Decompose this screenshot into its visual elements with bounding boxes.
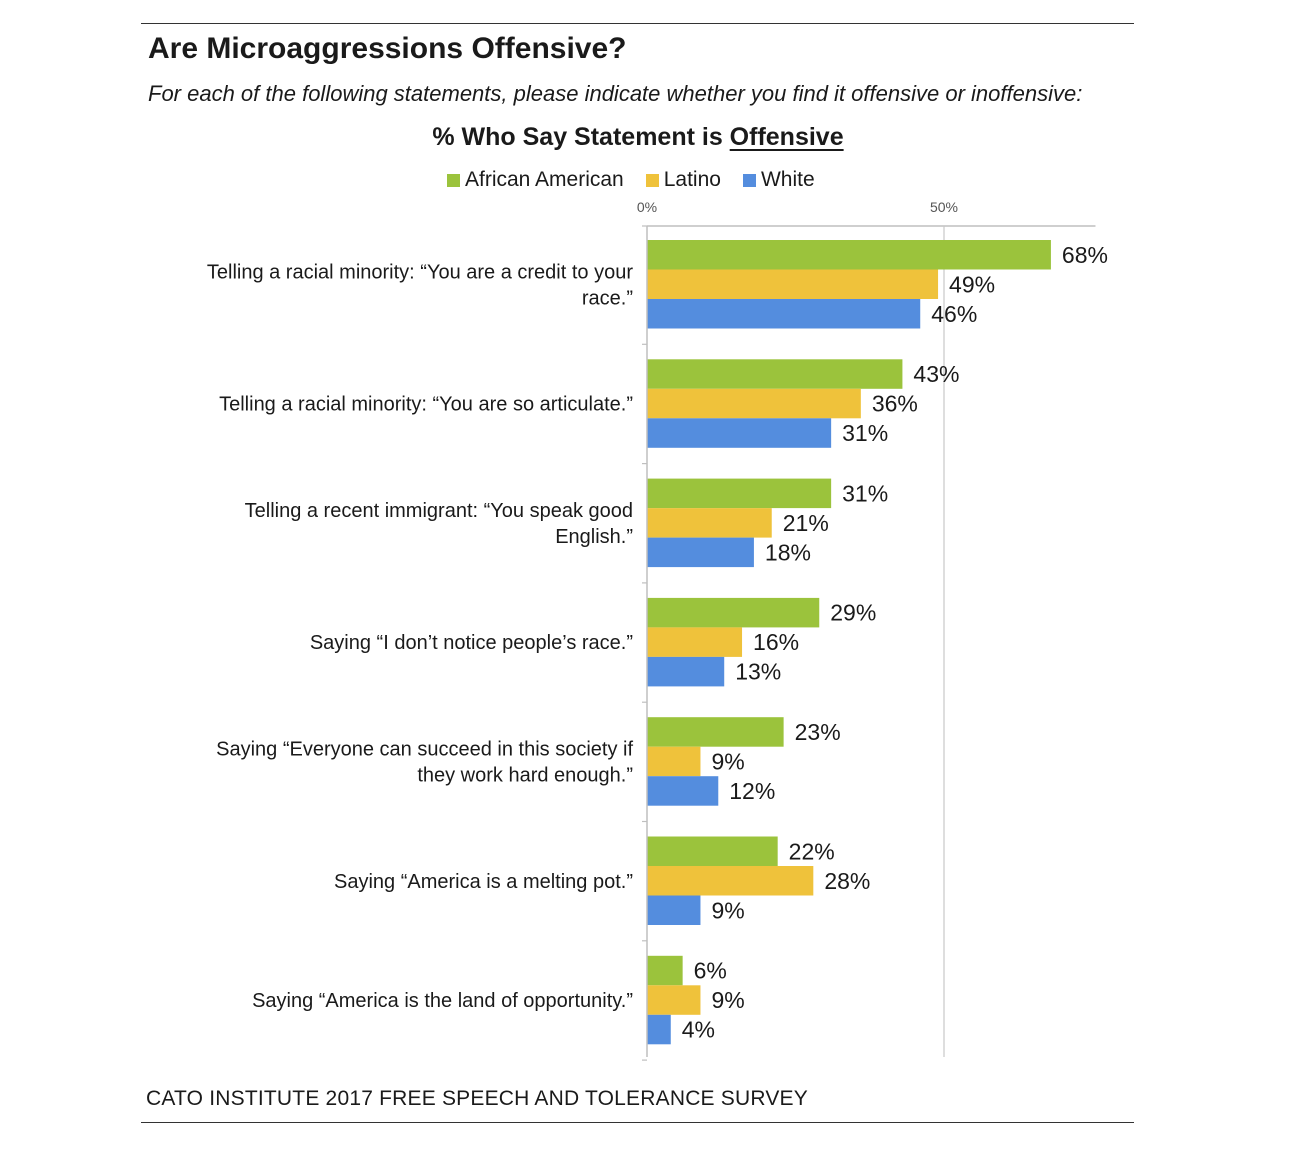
bar-african-american-2 [647, 359, 903, 389]
value-label-white-6: 9% [711, 897, 744, 923]
bar-african-american-3 [647, 478, 832, 509]
category-label-line: Saying “America is a melting pot.” [334, 871, 633, 893]
category-label-line: race.” [582, 287, 633, 309]
bar-african-american-4 [647, 597, 820, 628]
value-label-white-1: 46% [931, 301, 977, 327]
value-label-african-american-6: 22% [789, 838, 835, 864]
value-label-african-american-2: 43% [913, 361, 959, 387]
bar-white-5 [647, 776, 719, 806]
value-label-white-2: 31% [842, 420, 888, 446]
bar-african-american-5 [647, 717, 784, 747]
top-rule [141, 23, 1134, 24]
chart-title: % Who Say Statement is Offensive [0, 123, 1276, 152]
category-label-line: Telling a recent immigrant: “You speak g… [245, 500, 633, 522]
bar-latino-6 [647, 866, 814, 896]
value-label-african-american-1: 68% [1062, 242, 1108, 268]
value-label-latino-5: 9% [711, 748, 744, 774]
bottom-rule [141, 1122, 1134, 1123]
page-subtitle: For each of the following statements, pl… [148, 81, 1083, 106]
chart-title-prefix: % Who Say Statement is [432, 123, 730, 151]
category-label-2: Telling a racial minority: “You are so a… [219, 394, 633, 416]
chart-title-emphasis: Offensive [729, 123, 844, 151]
bar-latino-5 [647, 746, 701, 777]
category-label-7: Saying “America is the land of opportuni… [252, 990, 633, 1012]
category-label-4: Saying “I don’t notice people’s race.” [310, 632, 633, 654]
value-label-latino-1: 49% [949, 271, 995, 297]
category-label-line: Saying “America is the land of opportuni… [252, 990, 633, 1012]
legend-item-latino: Latino [645, 168, 721, 192]
value-label-latino-3: 21% [783, 510, 829, 536]
value-label-white-3: 18% [765, 539, 811, 565]
value-label-latino-7: 9% [711, 987, 744, 1013]
legend-item-african-american: African American [447, 168, 624, 192]
bar-african-american-7 [647, 955, 683, 986]
legend-label-white: White [760, 168, 815, 191]
value-label-african-american-4: 29% [830, 600, 876, 626]
category-label-line: Telling a racial minority: “You are a cr… [207, 261, 633, 283]
legend-label-african-american: African American [465, 168, 624, 191]
bar-white-4 [647, 656, 725, 687]
value-label-african-american-7: 6% [694, 958, 727, 984]
x-tick-label-50: 50% [930, 199, 958, 215]
legend-swatch-african-american [447, 173, 460, 187]
legend-swatch-latino [645, 173, 659, 187]
bar-latino-7 [647, 985, 701, 1015]
page-title: Are Microaggressions Offensive? [148, 32, 627, 65]
category-label-1: Telling a racial minority: “You are a cr… [207, 261, 633, 309]
category-label-line: English.” [555, 526, 633, 548]
bar-african-american-1 [647, 240, 1051, 270]
value-label-african-american-3: 31% [842, 480, 888, 506]
bar-white-7 [647, 1014, 671, 1045]
legend-label-latino: Latino [663, 168, 721, 191]
value-label-latino-2: 36% [872, 391, 918, 417]
bar-white-3 [647, 537, 754, 568]
value-label-latino-6: 28% [824, 868, 870, 894]
value-label-latino-4: 16% [753, 629, 799, 655]
bar-latino-4 [647, 627, 743, 657]
bar-latino-1 [647, 269, 939, 299]
category-label-6: Saying “America is a melting pot.” [334, 871, 633, 893]
category-label-5: Saying “Everyone can succeed in this soc… [216, 738, 633, 786]
value-label-african-american-5: 23% [795, 719, 841, 745]
legend-item-white: White [742, 168, 815, 192]
legend-swatch-white [742, 173, 756, 187]
bar-white-1 [647, 299, 921, 329]
category-label-line: Saying “Everyone can succeed in this soc… [216, 738, 633, 760]
x-tick-label-0: 0% [637, 199, 657, 215]
bar-african-american-6 [647, 836, 778, 866]
bar-latino-2 [647, 388, 861, 419]
value-label-white-4: 13% [735, 659, 781, 685]
value-label-white-7: 4% [682, 1017, 715, 1043]
bar-latino-3 [647, 508, 772, 538]
category-label-3: Telling a recent immigrant: “You speak g… [245, 500, 633, 548]
chart-legend: African American Latino White [447, 168, 837, 192]
source-footer: CATO INSTITUTE 2017 FREE SPEECH AND TOLE… [146, 1087, 808, 1110]
bar-white-2 [647, 418, 832, 448]
category-label-line: Telling a racial minority: “You are so a… [219, 394, 633, 416]
category-label-line: Saying “I don’t notice people’s race.” [310, 632, 633, 654]
value-label-white-5: 12% [729, 778, 775, 804]
bar-white-6 [647, 895, 701, 925]
category-label-line: they work hard enough.” [417, 764, 633, 786]
